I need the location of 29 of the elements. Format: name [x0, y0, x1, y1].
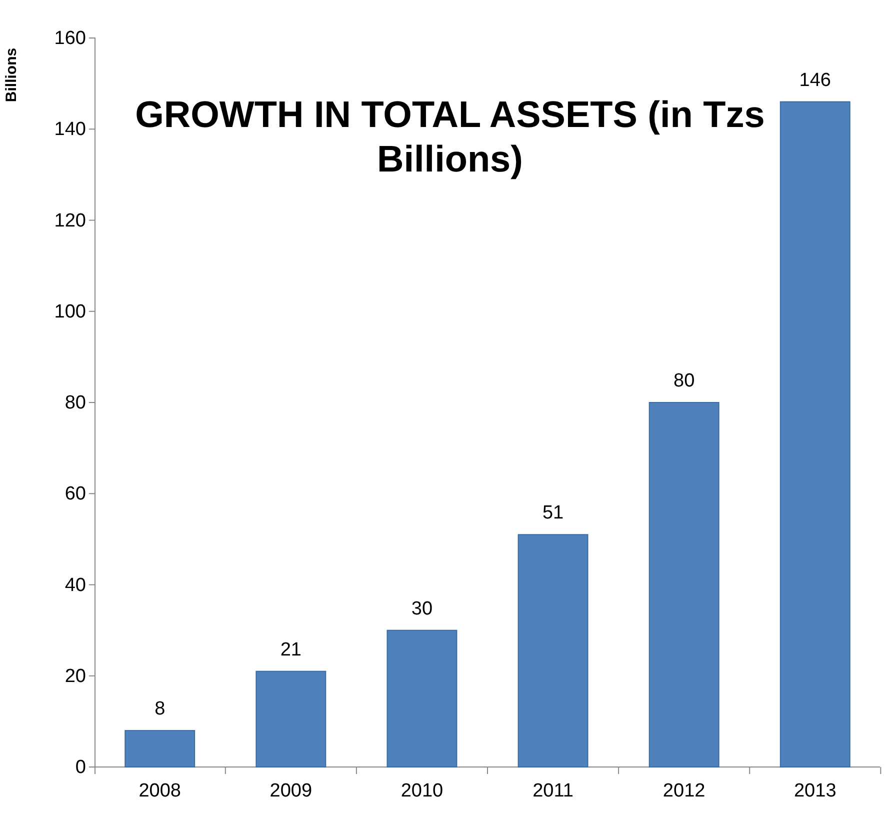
- bar: [256, 670, 326, 768]
- bar: [518, 534, 588, 768]
- bar: [386, 630, 458, 768]
- bar: [124, 730, 196, 768]
- y-tick-label: 120: [54, 210, 86, 232]
- text: GROWTH IN TOTAL ASSETS (in Tzs Billions): [135, 94, 765, 180]
- data-label: 51: [542, 502, 564, 524]
- y-tick-label: 160: [54, 28, 86, 50]
- y-tick-label: 20: [64, 666, 86, 687]
- y-tick-label: 60: [64, 484, 86, 505]
- x-tick-label: 2013: [794, 780, 836, 802]
- data-label: 146: [799, 70, 831, 91]
- y-tick-label: 40: [64, 574, 86, 596]
- x-tick-label: 2010: [400, 780, 444, 802]
- data-label: 8: [154, 698, 166, 720]
- x-tick-label: 2012: [662, 780, 706, 802]
- data-label: 80: [674, 370, 695, 392]
- data-label: 21: [280, 639, 302, 660]
- y-tick-label: 0: [75, 757, 86, 778]
- y-axis-title: Billions: [3, 48, 20, 102]
- x-tick-label: 2009: [270, 780, 312, 802]
- x-tick-label: 2008: [138, 780, 182, 802]
- bar: [648, 402, 720, 768]
- x-tick-label: 2011: [532, 780, 574, 802]
- y-tick-label: 80: [64, 392, 86, 414]
- bar: [780, 101, 850, 768]
- y-tick-label: 100: [54, 301, 86, 322]
- y-tick-label: 140: [54, 119, 86, 140]
- data-label: 30: [411, 598, 433, 620]
